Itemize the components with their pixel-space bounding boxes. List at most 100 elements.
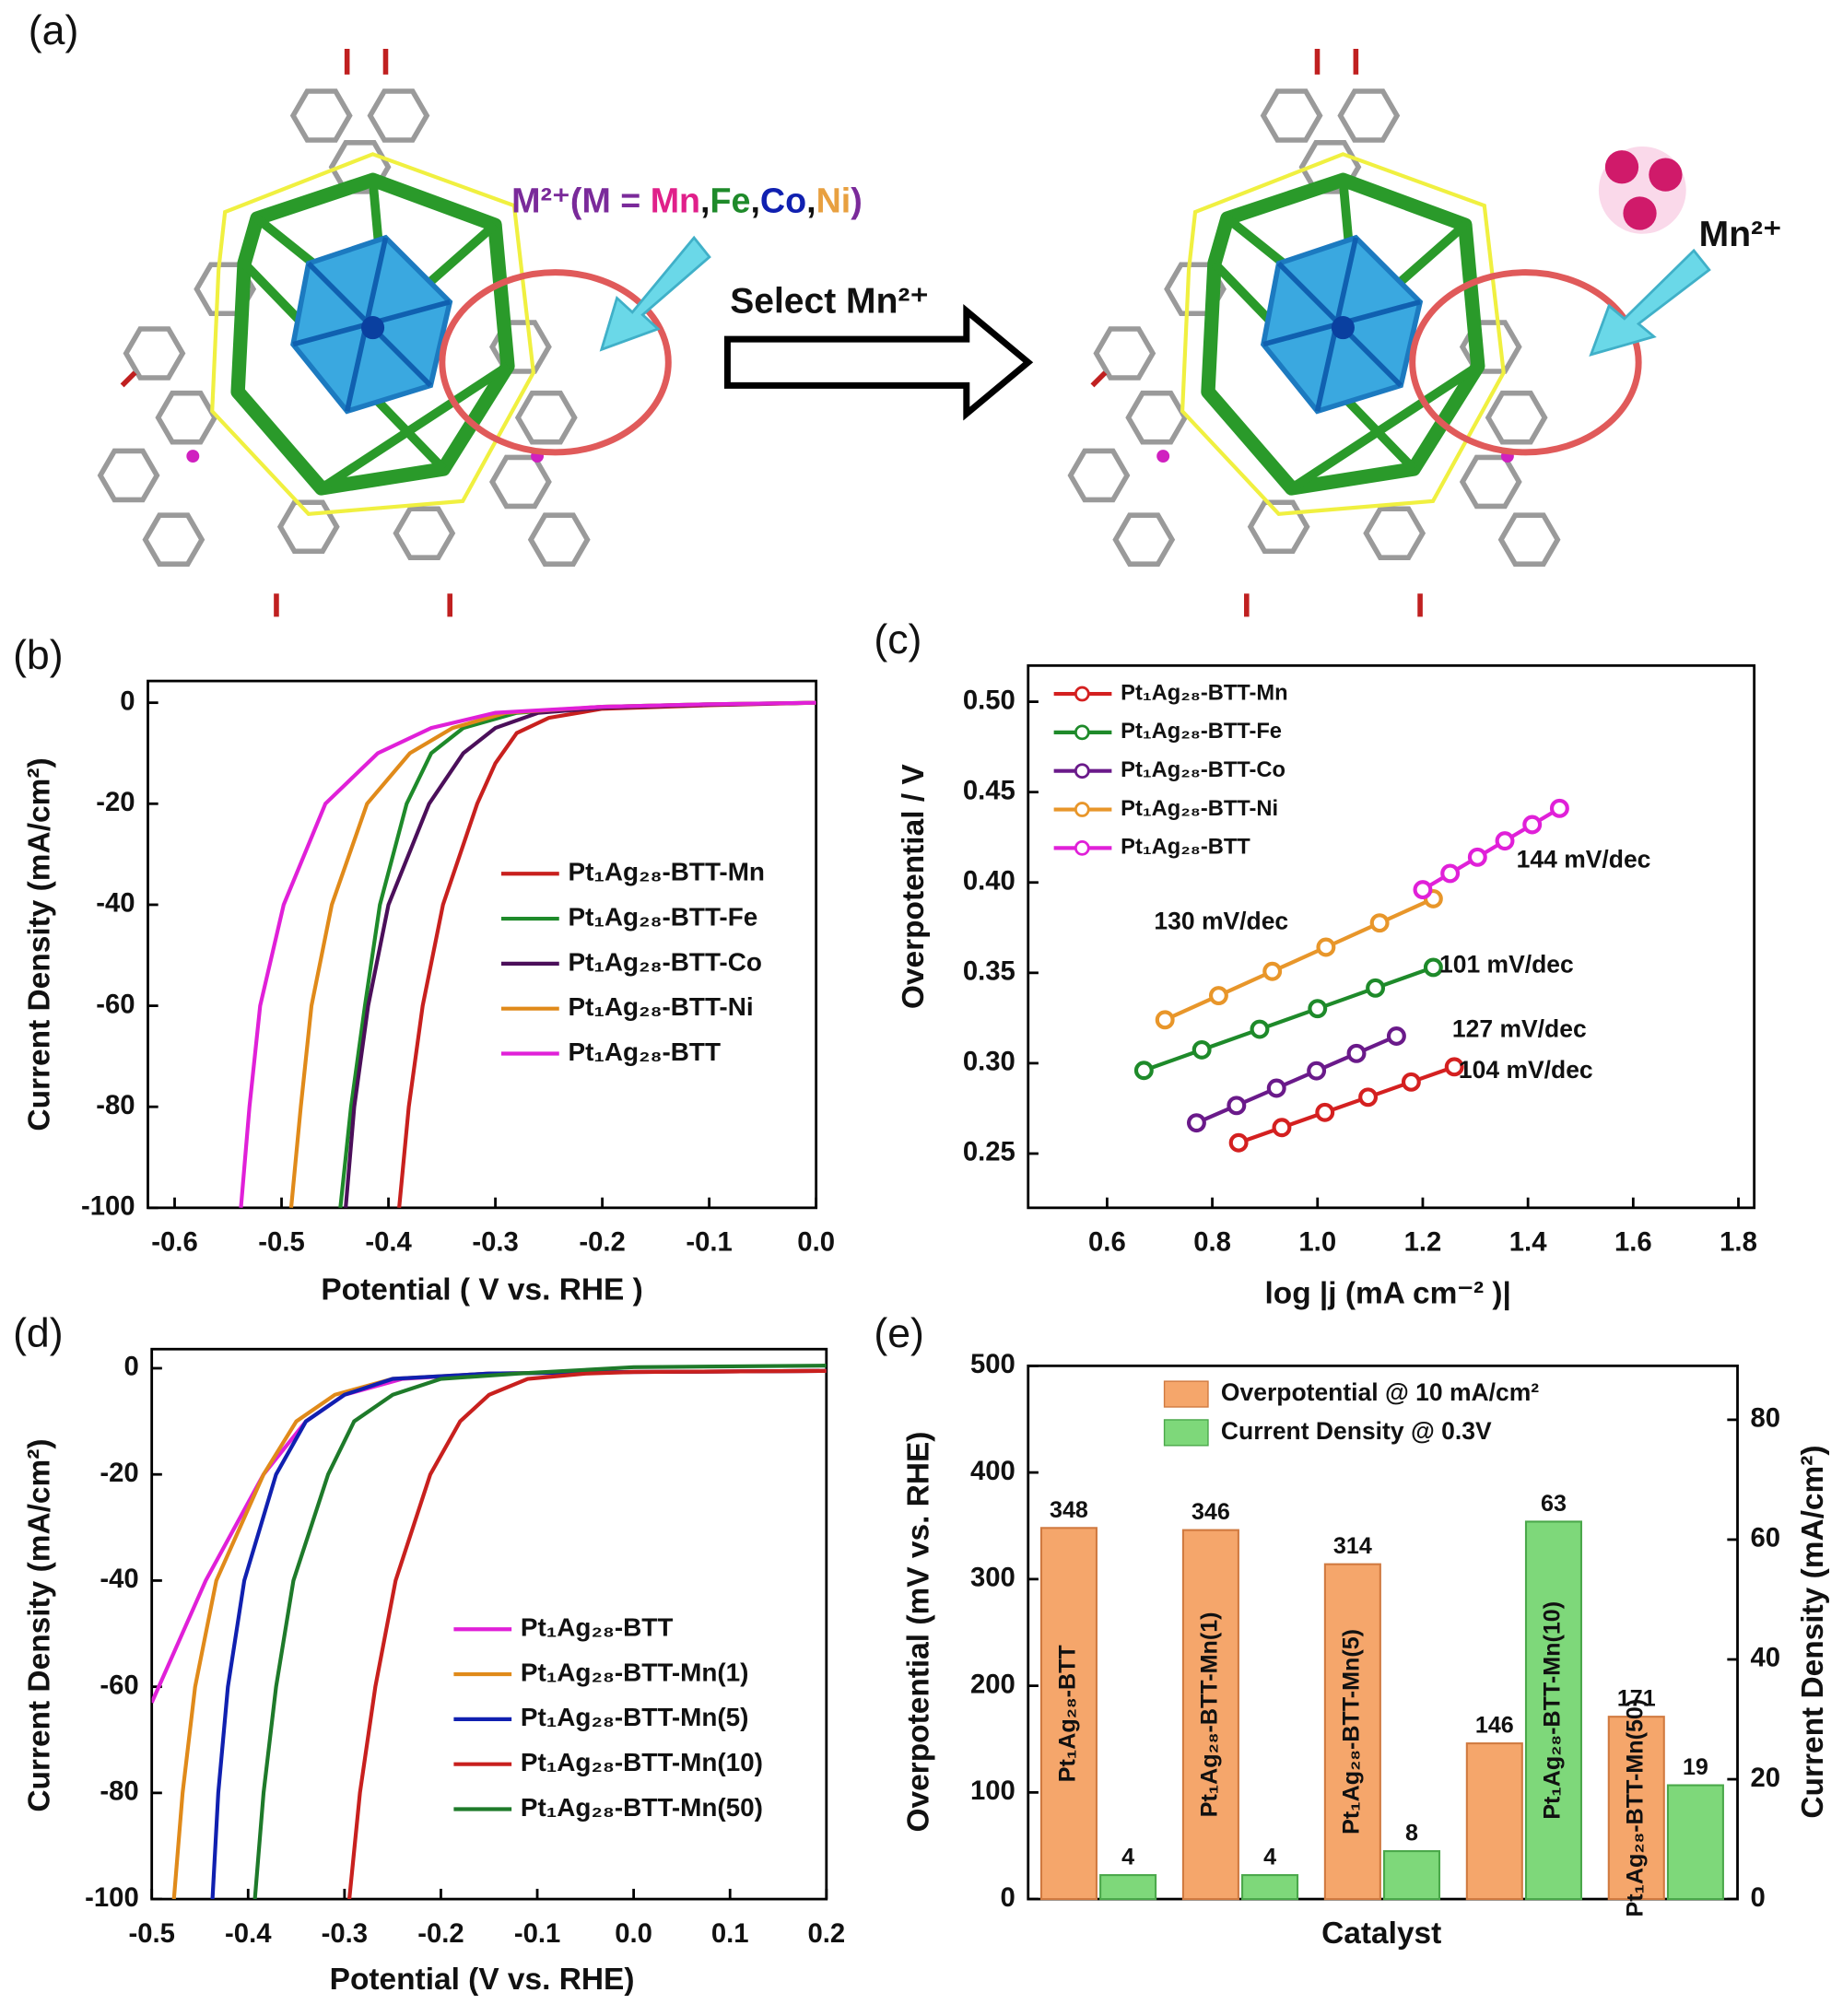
x-tick-label: 1.4 (1509, 1227, 1547, 1258)
y2-axis-label: Current Density (mA/cm²) (1796, 1445, 1830, 1818)
y-tick-label: 0.25 (963, 1137, 1015, 1167)
bar (1382, 1850, 1441, 1901)
y-tick-label: -40 (100, 1564, 138, 1594)
y-tick-label: 0.40 (963, 865, 1015, 896)
marker (1191, 1039, 1212, 1060)
category-label: Pt₁Ag₂₈-BTT (1055, 1645, 1081, 1783)
y-tick-label: 0.50 (963, 685, 1015, 715)
mn-ion (1604, 150, 1639, 184)
value-label: 19 (1683, 1754, 1708, 1780)
y-tick-label: -20 (100, 1458, 138, 1488)
x-tick-label: 1.6 (1614, 1227, 1652, 1258)
category-label: Pt₁Ag₂₈-BTT-Mn(5) (1338, 1629, 1364, 1834)
cluster-right (1071, 49, 1638, 616)
marker (1266, 1078, 1286, 1098)
series-line (1238, 1064, 1455, 1145)
x-tick-label: 0.6 (1088, 1227, 1126, 1258)
marker (1133, 1061, 1154, 1081)
x-tick-label: -0.3 (322, 1918, 368, 1949)
pointer-arrow (599, 235, 711, 352)
plot-frame (150, 1347, 828, 1901)
y-tick-label: -100 (81, 1191, 135, 1222)
legend-label: Pt₁Ag₂₈-BTT (569, 1037, 721, 1066)
x-tick-label: 0.8 (1193, 1227, 1231, 1258)
y2-tick-label: 40 (1750, 1643, 1780, 1673)
y-tick-label: -80 (96, 1090, 135, 1120)
marker (1315, 1102, 1335, 1122)
y-tick-label: 0 (1001, 1882, 1015, 1913)
y-tick-label: -100 (85, 1882, 139, 1913)
annotation: 144 mV/dec (1517, 845, 1651, 873)
plot-frame (147, 679, 818, 1210)
mn-ion (1649, 158, 1683, 192)
marker (1316, 937, 1336, 957)
y-tick-label: 400 (970, 1456, 1015, 1486)
legend-marker (1074, 763, 1090, 779)
y-tick-label: -60 (96, 989, 135, 1019)
marker (1228, 1132, 1249, 1153)
y-tick-label: 0.30 (963, 1047, 1015, 1077)
x-tick-label: 1.0 (1298, 1227, 1336, 1258)
label-part: Co (760, 181, 806, 219)
x-tick-label: 0.0 (615, 1918, 652, 1949)
bar (1323, 1563, 1381, 1901)
panel-label: (b) (13, 633, 64, 678)
x-tick-label: 0.2 (807, 1918, 845, 1949)
legend-label: Pt₁Ag₂₈-BTT-Mn(10) (521, 1748, 763, 1776)
bar (1039, 1527, 1098, 1901)
legend-label: Pt₁Ag₂₈-BTT-Co (569, 947, 762, 976)
marker (1250, 1019, 1270, 1039)
marker (1208, 986, 1228, 1006)
marker (1227, 1096, 1247, 1116)
y2-tick-label: 20 (1750, 1763, 1780, 1793)
x-tick-label: -0.1 (514, 1918, 560, 1949)
legend-swatch (1163, 1419, 1209, 1447)
y-tick-label: 200 (970, 1669, 1015, 1699)
x-axis-label: Potential ( V vs. RHE ) (321, 1272, 642, 1307)
bar (1666, 1784, 1724, 1901)
legend-label: Pt₁Ag₂₈-BTT-Co (1121, 758, 1285, 782)
label-part: Fe (710, 181, 751, 219)
y-axis-label: Current Density (mA/cm²) (23, 1438, 57, 1811)
y-tick-label: -40 (96, 888, 135, 919)
bar (1465, 1742, 1523, 1901)
legend-label: Pt₁Ag₂₈-BTT (521, 1613, 673, 1642)
value-label: 146 (1475, 1713, 1514, 1739)
y-tick-label: 0.35 (963, 956, 1015, 987)
y-tick-label: 0 (123, 1352, 138, 1382)
marker (1467, 847, 1487, 867)
mn-ion (1623, 196, 1657, 230)
series-line (347, 1368, 827, 1900)
legend-label: Pt₁Ag₂₈-BTT-Ni (569, 992, 754, 1021)
x-tick-label: -0.2 (417, 1918, 464, 1949)
y2-tick-label: 60 (1750, 1523, 1780, 1553)
pointer-arrow (1589, 248, 1711, 357)
marker (1401, 1072, 1421, 1092)
marker (1307, 1061, 1327, 1081)
y-tick-label: -20 (96, 787, 135, 817)
value-label: 4 (1121, 1845, 1134, 1870)
marker (1495, 831, 1515, 851)
plot-frame (1027, 1364, 1739, 1901)
y-tick-label: 300 (970, 1563, 1015, 1593)
plot-frame (1027, 663, 1756, 1210)
label-part: Mn (651, 181, 700, 219)
y-tick-label: 0.45 (963, 775, 1015, 805)
x-tick-label: 1.2 (1404, 1227, 1442, 1258)
value-label: 8 (1405, 1821, 1418, 1846)
marker (1272, 1118, 1292, 1138)
marker (1444, 1057, 1464, 1077)
ion-label: Mn²⁺ (1699, 215, 1782, 254)
legend-label: Pt₁Ag₂₈-BTT-Mn (569, 858, 765, 886)
legend-label: Pt₁Ag₂₈-BTT-Ni (1121, 797, 1278, 821)
bar (1524, 1520, 1582, 1901)
y2-tick-label: 80 (1750, 1403, 1780, 1434)
marker (1549, 798, 1569, 818)
x-tick-label: -0.3 (472, 1227, 518, 1258)
legend-label: Pt₁Ag₂₈-BTT (1121, 836, 1250, 860)
legend-label: Pt₁Ag₂₈-BTT-Mn (1121, 681, 1287, 705)
marker (1386, 1026, 1406, 1046)
marker (1366, 978, 1386, 998)
marker (1262, 961, 1283, 981)
y-tick-label: -80 (100, 1776, 138, 1807)
